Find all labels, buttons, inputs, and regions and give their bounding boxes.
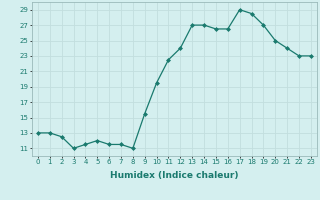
X-axis label: Humidex (Indice chaleur): Humidex (Indice chaleur) xyxy=(110,171,239,180)
